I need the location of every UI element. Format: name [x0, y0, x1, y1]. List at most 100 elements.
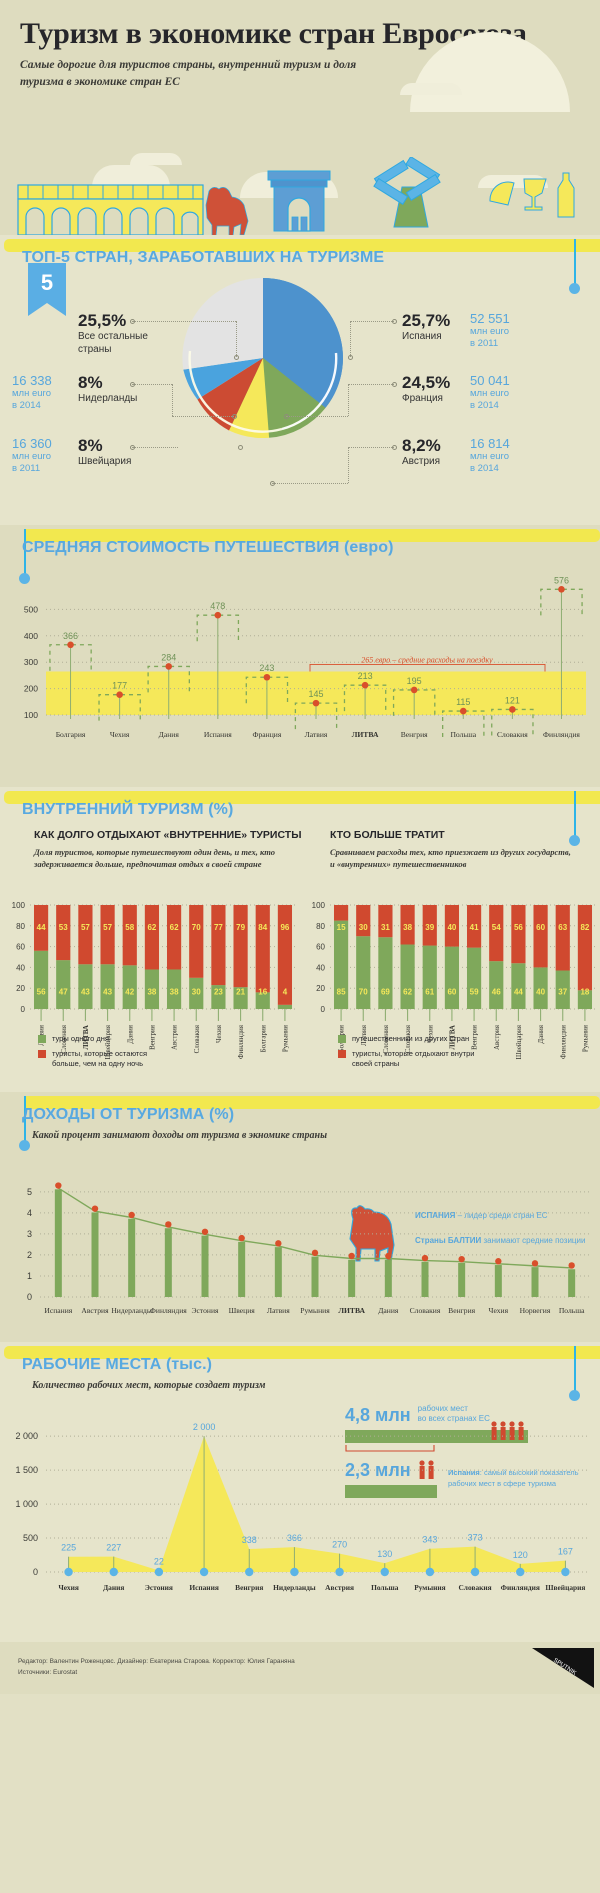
svg-text:Испания: Испания	[44, 1306, 72, 1315]
svg-text:37: 37	[558, 987, 567, 996]
svg-text:Венгрия: Венгрия	[471, 1024, 479, 1050]
svg-text:3: 3	[27, 1229, 32, 1239]
jobs-stat-spain-note-rest: : самый высокий показатель рабочих мест …	[448, 1468, 579, 1489]
pie-amount-spain-unit: млн euro	[470, 326, 509, 337]
leader-endpoint-other	[234, 355, 239, 360]
svg-text:373: 373	[468, 1533, 483, 1543]
jobs-stat-eu: 4,8 млн рабочих мест во всех странах ЕС	[345, 1404, 528, 1453]
leader-endpoint-france	[284, 414, 289, 419]
leader-dot-swiss	[130, 445, 135, 450]
cost-band: СРЕДНЯЯ СТОИМОСТЬ ПУТЕШЕСТВИЯ (евро)	[0, 525, 600, 584]
legend-swatch-green	[338, 1035, 346, 1043]
svg-text:63: 63	[558, 923, 567, 932]
svg-text:61: 61	[425, 987, 434, 996]
income-note-1: ИСПАНИЯ – лидер среди стран ЕС	[415, 1210, 590, 1222]
svg-text:47: 47	[59, 987, 68, 996]
domestic-band: ВНУТРЕННИЙ ТУРИЗМ (%)	[0, 787, 600, 846]
pie-amount-austria-unit: млн euro	[470, 451, 509, 462]
svg-text:4: 4	[27, 1208, 32, 1218]
pie-amount-spain-year: в 2011	[470, 338, 499, 350]
svg-text:62: 62	[403, 987, 412, 996]
income-note-2-strong: Страны БАЛТИИ	[415, 1236, 482, 1245]
leader-endpoint-swiss	[238, 445, 243, 450]
svg-text:18: 18	[580, 987, 589, 996]
jobs-heading: РАБОЧИЕ МЕСТА (тыс.)	[22, 1356, 213, 1373]
domestic-right-chart: 0204060801001585Болгария3070Латвия3169Сл…	[300, 897, 600, 1087]
svg-text:39: 39	[425, 923, 434, 932]
footer: Редактор: Валентин Роженцовс. Дизайнер: …	[0, 1642, 600, 1694]
svg-text:Дания: Дания	[103, 1583, 124, 1592]
jobs-stat-spain-note: Испания: самый высокий показатель рабочи…	[448, 1467, 596, 1490]
svg-text:100: 100	[312, 901, 326, 910]
pie-amount-austria: 16 814 млн euro в 2014	[470, 436, 540, 476]
legend-swatch-red	[38, 1049, 46, 1058]
pie-amount-switzerland-value: 16 360	[12, 436, 52, 451]
rank-badge-tail	[28, 303, 66, 316]
leader-line-france2	[286, 416, 348, 417]
domestic-section: ВНУТРЕННИЙ ТУРИЗМ (%) КАК ДОЛГО ОТДЫХАЮТ…	[0, 787, 600, 1092]
leader-endpoint-spain	[348, 355, 353, 360]
svg-text:59: 59	[470, 987, 479, 996]
svg-text:43: 43	[103, 987, 112, 996]
svg-text:60: 60	[447, 987, 456, 996]
pie-label-switzerland: 8% Швейцария	[78, 436, 168, 469]
svg-text:5: 5	[27, 1187, 32, 1197]
pie-amount-switzerland: 16 360 млн euro в 2011	[12, 436, 74, 476]
leader-dot-spain	[392, 319, 397, 324]
svg-text:58: 58	[125, 923, 134, 932]
svg-text:Эстония: Эстония	[191, 1306, 219, 1315]
domestic-right-subtitle: Сравниваем расходы тех, кто приезжает из…	[330, 847, 571, 870]
svg-text:40: 40	[536, 987, 545, 996]
leader-v-neth	[172, 384, 173, 416]
svg-text:ЛИТВА: ЛИТВА	[352, 730, 379, 739]
svg-text:22: 22	[154, 1557, 164, 1567]
svg-text:576: 576	[554, 575, 569, 585]
svg-text:284: 284	[161, 652, 176, 662]
svg-text:70: 70	[359, 987, 368, 996]
svg-text:20: 20	[16, 984, 25, 993]
rank-badge: 5	[28, 263, 66, 316]
svg-text:Чехия: Чехия	[215, 1024, 223, 1043]
income-note-1-rest: – лидер среди стран ЕС	[455, 1211, 548, 1220]
svg-text:Австрия: Австрия	[171, 1024, 179, 1050]
svg-text:145: 145	[308, 689, 323, 699]
leader-line-neth2	[172, 416, 234, 417]
page-subtitle: Самые дорогие для туристов страны, внутр…	[20, 58, 357, 88]
svg-text:21: 21	[236, 987, 245, 996]
pie-amount-austria-value: 16 814	[470, 436, 510, 451]
legend-label-right-1: путешественники из других стран	[352, 1034, 470, 1043]
svg-text:Венгрия: Венгрия	[401, 730, 428, 739]
income-note-2-rest: занимают средние позиции	[481, 1236, 586, 1245]
svg-text:ЛИТВА: ЛИТВА	[338, 1306, 365, 1315]
cloud-decor-4	[130, 153, 182, 165]
svg-text:60: 60	[16, 943, 25, 952]
domestic-left-legend: туры одного дня туристы, которые остаютс…	[38, 1034, 172, 1068]
pie-amount-netherlands-unit: млн euro	[12, 388, 51, 399]
svg-text:Латвия: Латвия	[267, 1306, 290, 1315]
svg-text:Чехия: Чехия	[489, 1306, 509, 1315]
top5-band: ТОП-5 СТРАН, ЗАРАБОТАВШИХ НА ТУРИЗМЕ	[0, 235, 600, 294]
income-note-1-strong: ИСПАНИЯ	[415, 1211, 456, 1220]
svg-text:40: 40	[447, 923, 456, 932]
svg-text:100: 100	[24, 710, 38, 720]
svg-text:338: 338	[242, 1535, 257, 1545]
svg-text:Венгрия: Венгрия	[448, 1306, 475, 1315]
svg-text:1 500: 1 500	[15, 1465, 38, 1475]
pie-pct-netherlands: 8%	[78, 373, 103, 392]
svg-text:56: 56	[37, 987, 46, 996]
pie-name-netherlands: Нидерланды	[78, 393, 138, 404]
svg-text:77: 77	[214, 923, 223, 932]
svg-text:2 000: 2 000	[193, 1422, 216, 1432]
svg-text:80: 80	[16, 922, 25, 931]
svg-text:0: 0	[21, 1005, 26, 1014]
jobs-bar-eu	[345, 1430, 528, 1443]
domestic-right-legend: путешественники из других стран туристы,…	[338, 1034, 477, 1068]
svg-text:Словения: Словения	[60, 1024, 68, 1054]
pie-label-spain: 25,7% Испания	[402, 311, 470, 344]
svg-text:500: 500	[23, 1533, 38, 1543]
svg-text:53: 53	[59, 923, 68, 932]
band-bar	[24, 529, 600, 542]
domestic-right-title: КТО БОЛЬШЕ ТРАТИТ	[330, 829, 445, 841]
svg-text:Швейцария: Швейцария	[545, 1583, 585, 1592]
svg-text:44: 44	[37, 923, 46, 932]
